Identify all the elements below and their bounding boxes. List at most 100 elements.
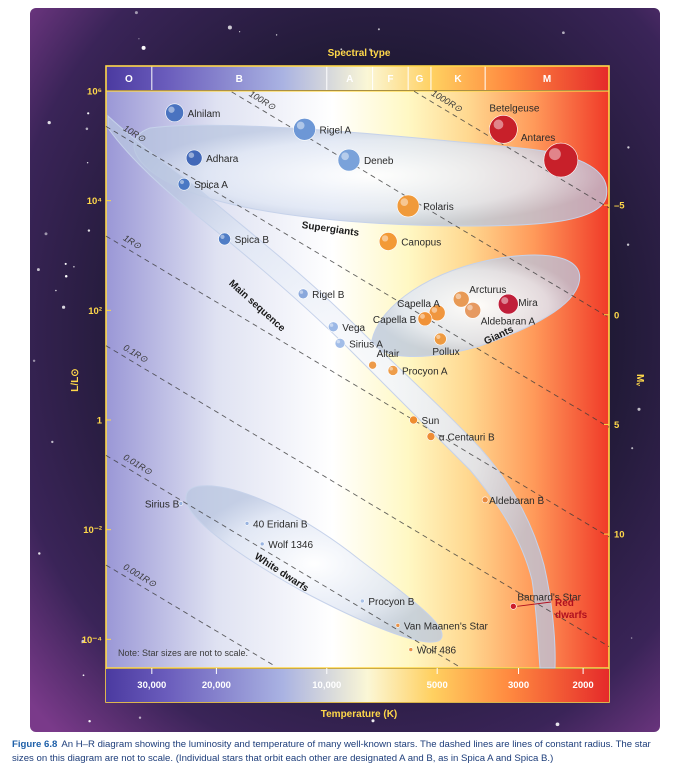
star-highlight [389,366,393,371]
star-marker: Betelgeuse [489,103,540,144]
star-marker: Antares [521,133,579,178]
star-highlight [296,121,305,130]
star-marker: Rigel B [297,288,345,301]
caption-text: An H–R diagram showing the luminosity an… [12,739,651,764]
background-star [88,719,91,723]
star-marker: Capella A [397,299,446,322]
star-label: Antares [521,133,555,144]
star-highlight [455,293,462,300]
star-marker: Wolf 486 [408,646,457,657]
star-highlight [431,307,438,313]
star-marker: Canopus [378,232,441,251]
y-tick-label-right: 5 [614,420,620,431]
background-star [627,146,630,149]
background-star [62,305,66,309]
star-point [165,103,184,123]
star-point [408,647,414,652]
star-label: Spica A [194,180,228,191]
star-label: Mira [518,298,538,309]
background-star [340,48,343,51]
star-marker: Procyon B [360,597,415,608]
y-axis-label-right: Mᵥ [634,374,645,386]
star-marker: Pollux [432,332,460,358]
star-marker: Sirius A [334,338,383,350]
figure-label: Figure 6.8 [12,739,58,750]
star-marker: Adhara [185,149,239,167]
spectral-type-label: K [454,74,462,85]
star-point [481,496,489,504]
y-tick-label-right: 0 [614,310,619,321]
spectral-bar [106,66,609,90]
background-star [371,719,375,723]
background-star [631,447,634,450]
star-marker: Arcturus [452,285,506,308]
background-star [239,31,241,33]
x-tick-labels: 30,000 20,000 10,000 5000 3000 2000 [137,668,594,691]
star-marker: Aldebaran A [464,302,536,327]
background-star [85,127,89,131]
star-highlight [168,106,175,113]
background-star [55,289,57,292]
star-point [434,332,447,346]
spectral-type-label: O [125,74,133,85]
star-highlight [501,297,509,305]
y-tick-label-right: –5 [614,201,625,212]
star-label: Capella B [373,315,417,326]
star-label: Wolf 486 [417,646,457,657]
star-label: Aldebaran B [489,496,544,507]
star-highlight [381,235,389,242]
star-point [337,148,361,172]
x-tick-label: 3000 [508,680,529,691]
background-star [377,28,380,31]
spectral-type-label: G [416,74,424,85]
star-marker: Alnilam [165,103,221,123]
background-star [81,639,85,643]
star-marker: Van Maanen's Star [395,621,489,632]
star-label: Alnilam [188,109,221,120]
star-point [417,311,433,327]
star-highlight [420,313,425,319]
x-tick-label: 20,000 [202,680,231,691]
star-point [334,338,346,349]
y-tick-label-right: 10 [614,530,625,541]
star-marker: Vega [327,321,366,334]
region-label: Red dwarfs [555,598,588,621]
star-point [396,194,420,218]
star-highlight [299,290,304,294]
radius-line [105,345,610,647]
star-label: Procyon B [368,597,414,608]
star-label: Van Maanen's Star [404,621,489,632]
y-axis-label-left: L/L⊙ [70,368,81,391]
star-marker: Mira [497,293,538,315]
x-tick-label: 5000 [427,680,448,691]
temperature-bar [106,669,609,702]
radius-line [105,564,277,667]
background-star [44,232,48,236]
chart-title: Spectral type [328,48,391,59]
star-point [395,623,401,628]
star-highlight [493,119,504,130]
background-star [368,48,372,51]
y-tick-label-left: 10² [88,306,102,317]
star-point [378,232,398,251]
red-dwarfs-pointer [517,601,552,607]
y-tick-label-left: 1 [97,415,103,426]
background-star [47,120,51,125]
star-marker: Capella B [373,311,433,327]
star-label: Sirius A [349,339,383,350]
star-marker: Rigel A [293,118,352,141]
star-label: Adhara [206,154,239,165]
star-label: Pollux [432,347,459,358]
star-point [218,232,231,246]
star-highlight [341,152,349,161]
star-highlight [436,334,441,340]
background-star [81,642,83,644]
background-star [275,34,278,36]
star-label: α Centauri B [439,433,495,444]
background-star [87,229,91,232]
star-highlight [188,152,195,158]
star-label: Canopus [401,238,441,249]
star-point [360,598,365,604]
background-star [562,31,565,35]
